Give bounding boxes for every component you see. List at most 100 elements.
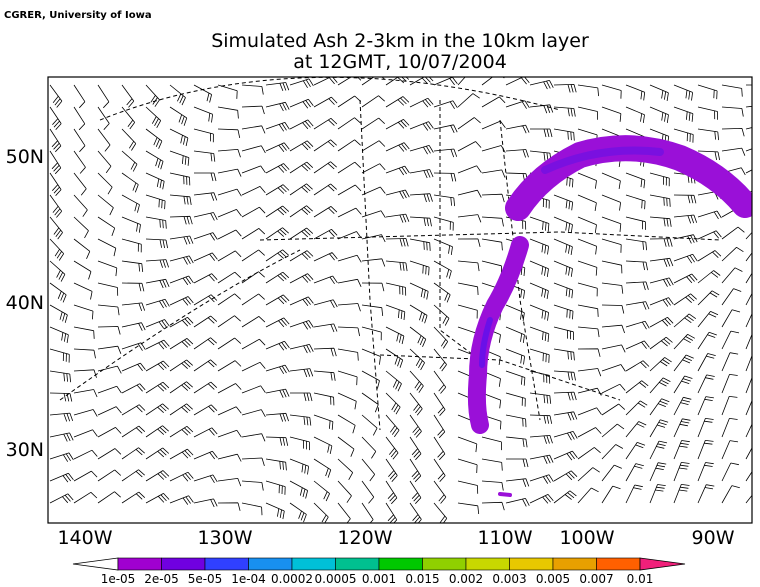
wind-barb xyxy=(73,326,95,339)
wind-barb xyxy=(337,117,361,130)
lon-label: 130W xyxy=(197,527,252,549)
colorbar-label: 1e-05 xyxy=(101,572,136,586)
wind-barb xyxy=(697,484,715,504)
wind-barb xyxy=(481,436,502,451)
wind-barb xyxy=(601,383,626,394)
wind-barb xyxy=(697,230,722,240)
wind-barb xyxy=(361,258,386,267)
wind-barb xyxy=(601,106,622,122)
wind-barb xyxy=(649,336,673,350)
wind-barb xyxy=(721,330,740,350)
wind-barb xyxy=(290,392,313,402)
wind-barb xyxy=(145,298,170,309)
wind-barb xyxy=(529,454,554,464)
wind-barb xyxy=(241,409,266,417)
wind-barb xyxy=(433,216,454,231)
wind-barb xyxy=(313,436,333,454)
wind-barb xyxy=(313,139,337,152)
wind-barb xyxy=(505,149,529,158)
wind-barb xyxy=(505,478,530,487)
wind-barb xyxy=(529,150,552,162)
wind-barb xyxy=(577,216,597,233)
wind-barb xyxy=(49,326,69,343)
wind-barb xyxy=(289,250,314,262)
wind-barb xyxy=(625,106,645,123)
wind-barb xyxy=(121,172,139,193)
wind-barb xyxy=(145,447,170,460)
wind-barb xyxy=(361,234,386,243)
wind-barb xyxy=(649,357,672,372)
wind-barb xyxy=(265,480,286,495)
wind-barb xyxy=(49,348,70,363)
wind-barb xyxy=(625,194,646,210)
wind-barb xyxy=(649,277,674,287)
wind-barb xyxy=(433,172,457,182)
wind-barb xyxy=(217,360,242,372)
wind-barb xyxy=(409,121,434,131)
wind-barb xyxy=(505,498,530,507)
wind-barb xyxy=(433,260,452,279)
wind-barb xyxy=(529,474,554,484)
wind-barb xyxy=(97,216,116,237)
wind-barb xyxy=(649,419,669,438)
wind-barb xyxy=(49,260,66,282)
wind-barb xyxy=(265,412,289,422)
wind-barb xyxy=(361,480,375,504)
wind-barb xyxy=(577,387,602,396)
wind-barb xyxy=(361,210,386,218)
wind-barb xyxy=(193,232,218,241)
wind-barb xyxy=(457,458,478,474)
wind-barb xyxy=(361,140,386,152)
wind-barb xyxy=(601,260,623,274)
wind-barb xyxy=(169,275,194,286)
wind-barb xyxy=(241,165,266,174)
wind-barb xyxy=(193,273,218,284)
wind-barb xyxy=(625,340,650,350)
colorbar-segment xyxy=(422,557,467,571)
wind-barb xyxy=(745,376,752,394)
wind-barb xyxy=(601,403,626,416)
wind-barb xyxy=(49,106,62,130)
wind-barb xyxy=(313,458,332,478)
wind-barb xyxy=(145,238,168,249)
wind-barb xyxy=(265,388,290,398)
wind-barb xyxy=(577,84,599,97)
wind-barb xyxy=(697,150,720,161)
wind-barb xyxy=(193,498,218,508)
wind-barb xyxy=(169,316,194,328)
wind-barb xyxy=(673,106,694,122)
wind-barb xyxy=(433,370,447,394)
wind-barb xyxy=(529,435,553,444)
wind-barb xyxy=(169,296,194,306)
wind-barb xyxy=(361,414,378,436)
wind-barb xyxy=(385,414,400,438)
colorbar-label: 0.015 xyxy=(405,572,439,586)
wind-barb xyxy=(337,278,362,287)
wind-barb xyxy=(697,210,722,220)
wind-barb xyxy=(577,407,602,416)
wind-barb xyxy=(97,427,122,438)
wind-barb xyxy=(97,238,117,257)
wind-barb xyxy=(457,117,481,130)
wind-barb xyxy=(169,235,194,245)
wind-barb xyxy=(721,226,745,240)
wind-barb xyxy=(673,128,694,143)
wind-barb xyxy=(673,273,698,284)
wind-barb xyxy=(121,302,146,312)
wind-barb xyxy=(337,348,359,361)
colorbar-label: 0.0005 xyxy=(315,572,357,586)
wind-barb xyxy=(673,333,695,350)
wind-barb xyxy=(217,209,242,218)
wind-barb xyxy=(145,172,165,190)
wind-barb xyxy=(553,128,575,141)
wind-barb xyxy=(601,84,622,99)
wind-barb xyxy=(97,304,120,316)
wind-barb xyxy=(481,120,506,130)
wind-barb xyxy=(217,383,242,394)
wind-barb xyxy=(169,381,193,394)
wind-barb xyxy=(529,260,549,277)
wind-barb xyxy=(313,161,337,174)
wind-barb xyxy=(601,464,622,482)
wind-barb xyxy=(625,463,644,482)
wind-barb xyxy=(193,128,214,143)
